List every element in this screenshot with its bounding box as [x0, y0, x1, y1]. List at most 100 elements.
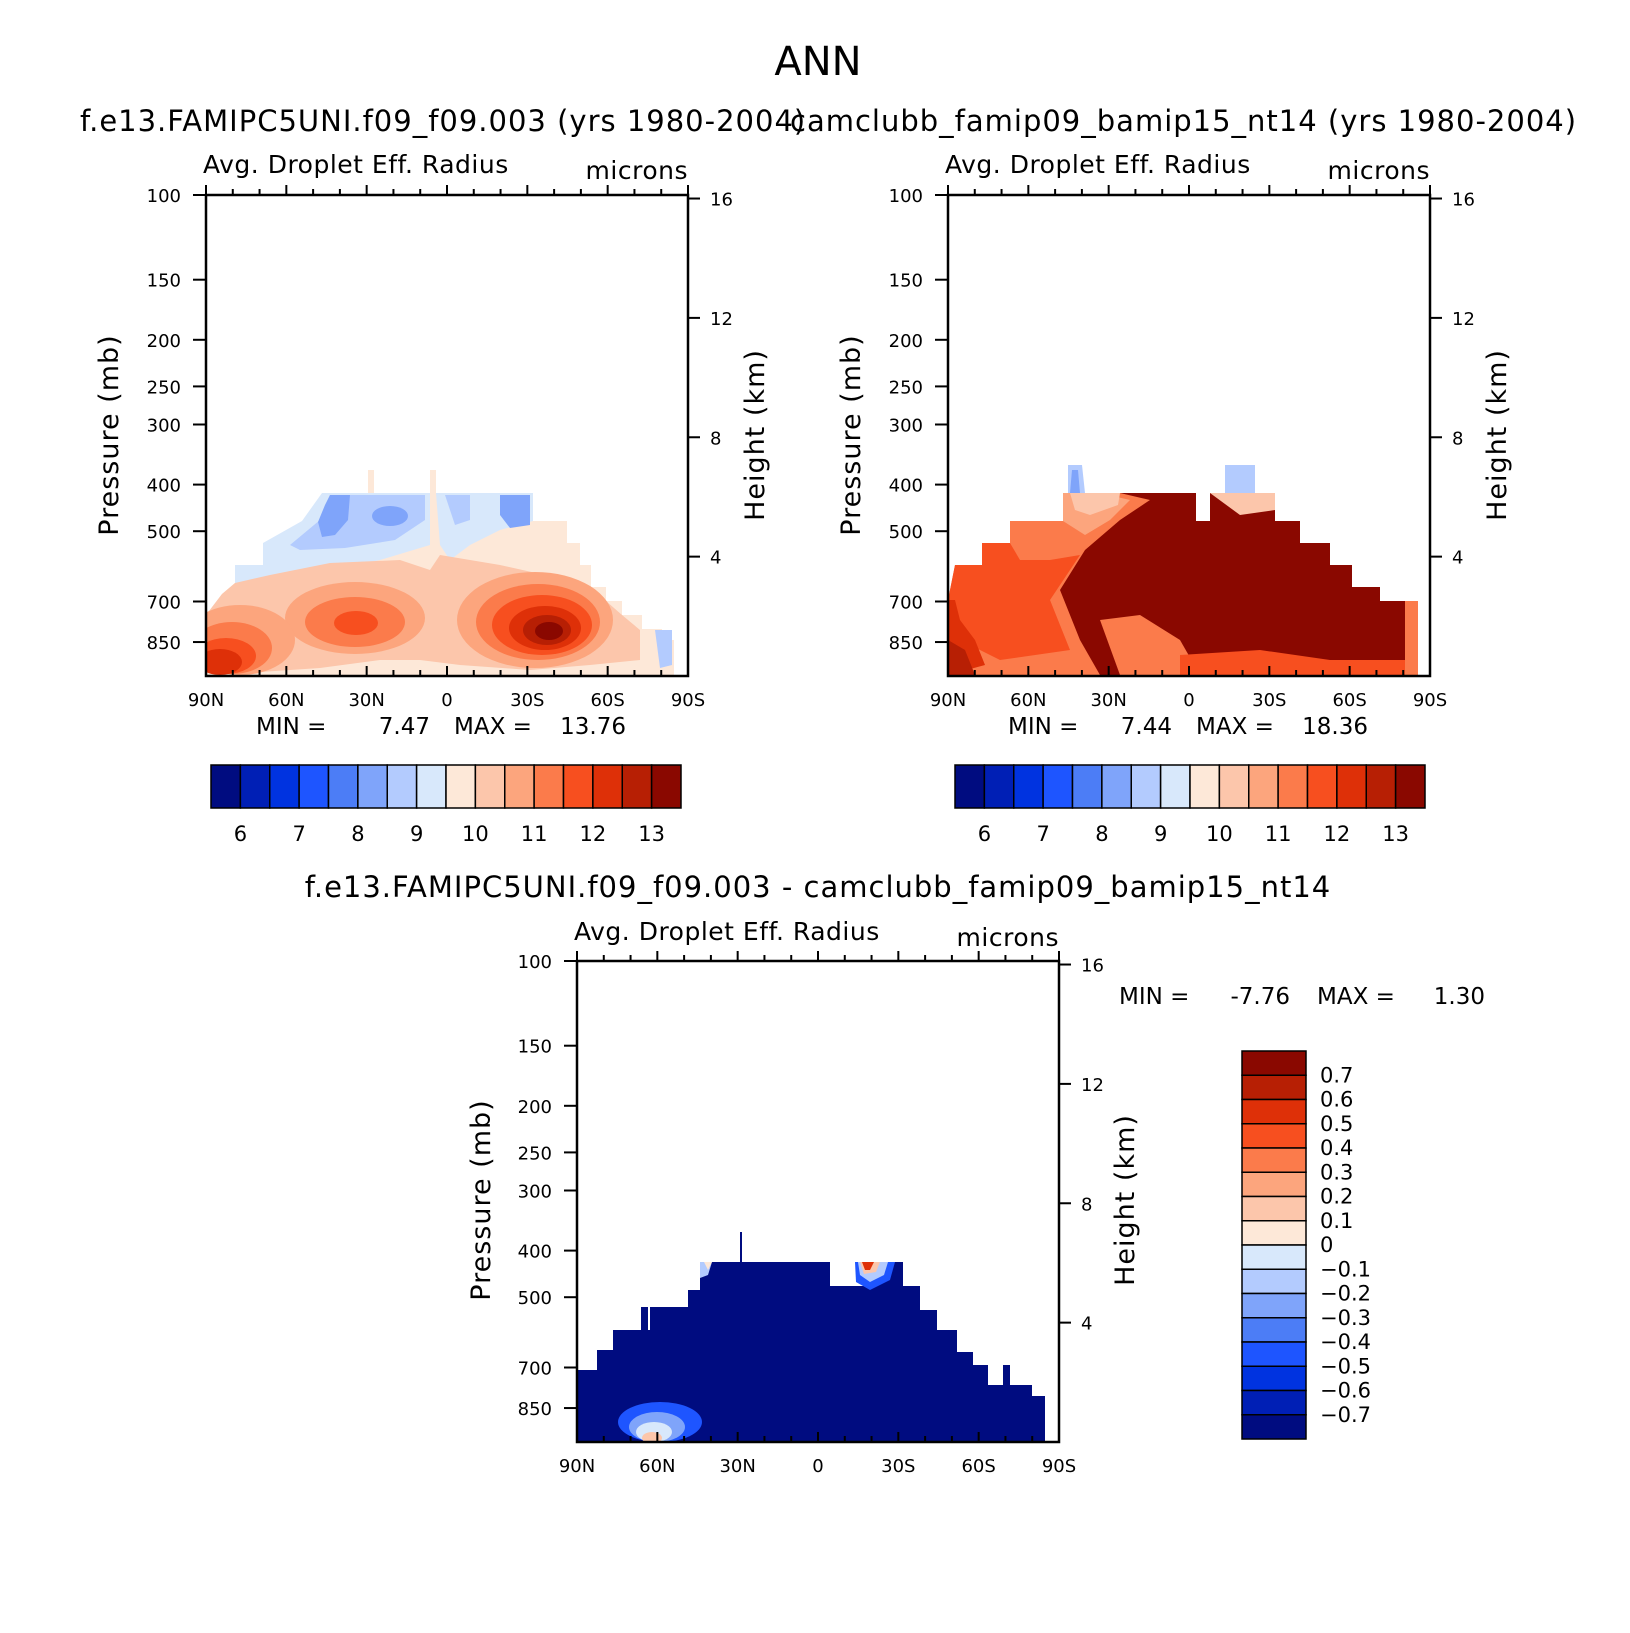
- plot-title-left: Avg. Droplet Eff. Radius: [203, 150, 509, 179]
- colorbar-label: 0.1: [1320, 1209, 1353, 1233]
- colorbar-label: −0.2: [1320, 1282, 1371, 1306]
- x-tick-label: 30N: [1090, 690, 1126, 711]
- y-tick-label: 400: [147, 476, 181, 497]
- colorbar-box: [1241, 1171, 1307, 1198]
- colorbar-box: [327, 764, 359, 809]
- x-tick-label: 90S: [671, 690, 705, 711]
- x-tick-label: 60S: [1332, 690, 1366, 711]
- height-tick-label: 12: [1081, 1075, 1104, 1096]
- min-label: MIN =: [1008, 714, 1078, 740]
- colorbar-box: [1248, 764, 1279, 809]
- colorbar-box: [1241, 1268, 1307, 1295]
- x-tick-label: 60N: [639, 1456, 675, 1477]
- colorbar-box: [504, 764, 535, 809]
- min-value: -7.76: [1230, 984, 1290, 1010]
- height-tick-label: 12: [710, 309, 733, 330]
- colorbar-box: [1241, 1244, 1307, 1270]
- y-tick-label: 850: [147, 633, 181, 654]
- y-tick-label: 150: [518, 1037, 552, 1058]
- max-label: MAX =: [454, 714, 532, 740]
- colorbar-box: [1241, 1074, 1307, 1101]
- colorbar-label: 7: [1036, 822, 1049, 846]
- field-region: [535, 622, 563, 640]
- y-tick-label: 850: [889, 633, 923, 654]
- colorbar-label: 12: [580, 822, 607, 846]
- field-region: [577, 1232, 1045, 1441]
- y-tick-label: 150: [889, 271, 923, 292]
- case-title-difference: f.e13.FAMIPC5UNI.f09_f09.003 - camclubb_…: [305, 870, 1332, 904]
- colorbar-box: [650, 764, 682, 809]
- field-region: [1100, 615, 1200, 675]
- x-tick-label: 90S: [1042, 1456, 1076, 1477]
- units-right: microns: [1328, 156, 1430, 185]
- height-tick-label: 4: [1081, 1314, 1092, 1335]
- panel-difference: f.e13.FAMIPC5UNI.f09_f09.003 - camclubb_…: [305, 870, 1332, 1442]
- colorbar-label: 0.4: [1320, 1136, 1353, 1160]
- y-axis-label: Pressure (mb): [836, 334, 867, 535]
- colorbar-label: −0.6: [1320, 1379, 1371, 1403]
- min-label: MIN =: [256, 714, 326, 740]
- colorbar-label: 0.6: [1320, 1088, 1353, 1112]
- y-tick-label: 100: [147, 186, 181, 207]
- height-tick-label: 8: [1081, 1194, 1092, 1215]
- colorbar-box: [1241, 1220, 1307, 1246]
- x-tick-label: 60S: [961, 1456, 995, 1477]
- height-tick-label: 8: [710, 428, 721, 449]
- colorbar-box: [592, 764, 623, 809]
- colorbar-box: [239, 764, 271, 809]
- colorbar-box: [1241, 1292, 1307, 1319]
- colorbar-box: [1336, 764, 1367, 809]
- x-tick-label: 30S: [1252, 690, 1286, 711]
- field-region: [1405, 601, 1418, 675]
- colorbar-label: 11: [521, 822, 548, 846]
- colorbar-label: 0.5: [1320, 1112, 1353, 1136]
- field-region: [948, 640, 975, 675]
- height-tick-label: 12: [1452, 309, 1475, 330]
- colorbar-label: 6: [234, 822, 247, 846]
- x-tick-label: 30S: [881, 1456, 915, 1477]
- colorbar-box: [983, 764, 1015, 809]
- colorbar-box: [1241, 1317, 1307, 1343]
- colorbar-label: 10: [462, 822, 489, 846]
- colorbar-label: 0.3: [1320, 1160, 1353, 1184]
- colorbar-label: 8: [351, 822, 364, 846]
- y-tick-label: 400: [518, 1242, 552, 1263]
- colorbar-box: [1130, 764, 1162, 809]
- colorbar-box: [1071, 764, 1103, 809]
- height-tick-label: 4: [710, 548, 721, 569]
- x-tick-label: 90S: [1413, 690, 1447, 711]
- case-title-right: camclubb_famip09_bamip15_nt14 (yrs 1980-…: [790, 104, 1577, 138]
- x-tick-label: 30N: [719, 1456, 755, 1477]
- colorbar-box: [1042, 764, 1074, 809]
- x-tick-label: 0: [1183, 690, 1194, 711]
- colorbar-label: 9: [1154, 822, 1167, 846]
- colorbar-label: −0.4: [1320, 1330, 1371, 1354]
- colorbar-label: 12: [1324, 822, 1351, 846]
- colorbar-label: 13: [638, 822, 665, 846]
- colorbar-box: [1189, 764, 1221, 809]
- colorbar-box: [1241, 1341, 1307, 1367]
- y-tick-label: 150: [147, 271, 181, 292]
- colorbar-label: −0.3: [1320, 1306, 1371, 1330]
- case-title-left: f.e13.FAMIPC5UNI.f09_f09.003 (yrs 1980-2…: [80, 104, 806, 138]
- colorbar-box: [1241, 1414, 1307, 1440]
- units-difference: microns: [957, 923, 1059, 952]
- contour-field-difference: [577, 1232, 1045, 1442]
- colorbar-box: [562, 764, 594, 809]
- colorbar-label: 0.7: [1320, 1063, 1353, 1087]
- field-region: [1210, 493, 1275, 515]
- y-tick-label: 250: [889, 377, 923, 398]
- colorbar-box: [357, 764, 388, 809]
- y-right-axis-label: Height (km): [740, 349, 771, 521]
- y-right-axis-label: Height (km): [1482, 349, 1513, 521]
- y-tick-label: 100: [889, 186, 923, 207]
- colorbar-label: 13: [1382, 822, 1409, 846]
- field-region: [206, 649, 242, 675]
- field-region: [500, 495, 530, 528]
- max-label: MAX =: [1317, 984, 1395, 1010]
- colorbar-box: [1365, 764, 1397, 809]
- y-tick-label: 300: [889, 415, 923, 436]
- field-region: [948, 543, 1080, 660]
- colorbar-box: [210, 764, 242, 809]
